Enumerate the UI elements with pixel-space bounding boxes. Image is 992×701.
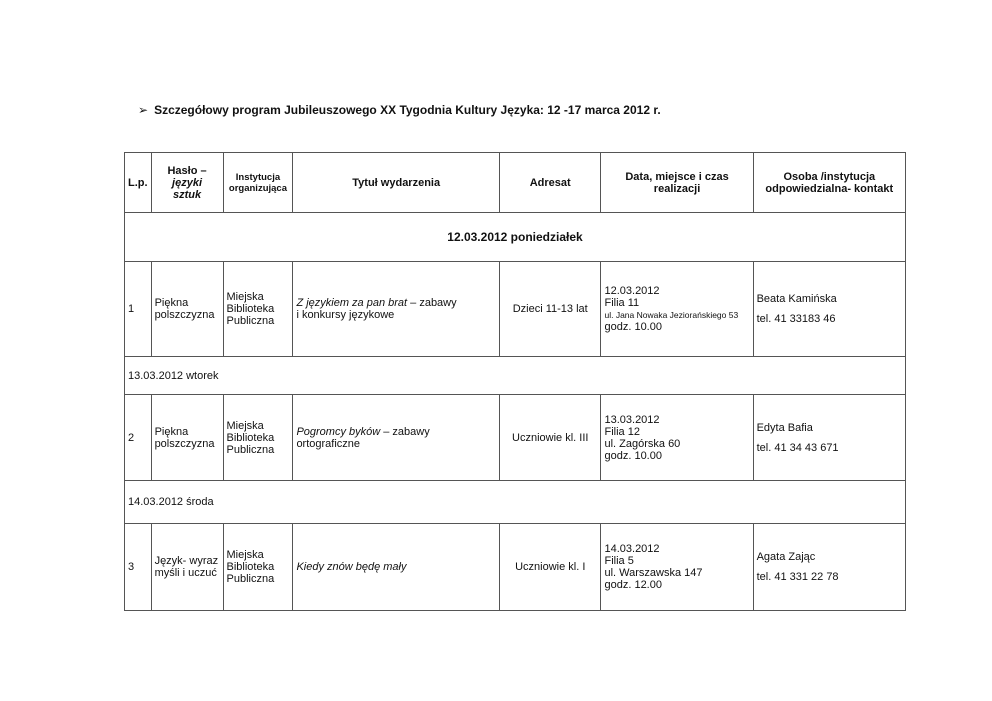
event-haslo: Piękna polszczyzna [150,261,224,357]
header-adresat: Adresat [498,152,602,213]
event-row: 3 Język- wyraz myśli i uczuć Miejska Bibl… [124,523,907,611]
event-data: 14.03.2012 Filia 5 ul. Warszawska 147 godz.… [600,523,754,611]
header-lp: L.p. [124,152,152,213]
header-haslo: Hasło – języki sztuk [150,152,224,213]
event-adresat: Uczniowie kl. III [498,394,602,481]
header-tytul: Tytuł wydarzenia [292,152,500,213]
header-osoba: Osoba /instytucja odpowiedzialna- kontak… [752,152,907,213]
day-label: 14.03.2012 środa [124,480,906,524]
day-row: 13.03.2012 wtorek [124,356,906,395]
day-row: 14.03.2012 środa [124,480,906,524]
document-title: ➢ Szczegółowy program Jubileuszowego XX T… [138,103,661,117]
event-title: Z językiem za pan brat – zabawy i konkur… [292,261,500,357]
event-lp: 1 [124,261,152,357]
event-title: Kiedy znów będę mały [292,523,500,611]
event-row: 1 Piękna polszczyzna Miejska Biblioteka Pu… [124,261,907,357]
event-adresat: Dzieci 11-13 lat [498,261,602,357]
header-data: Data, miejsce i czas realizacji [600,152,754,213]
program-table: L.p. Hasło – języki sztuk Instytucja organ… [124,152,907,611]
event-instytucja: Miejska Biblioteka Publiczna [222,261,294,357]
arrow-bullet-icon: ➢ [138,103,149,117]
event-contact: Agata Zając tel. 41 331 22 78 [752,523,907,611]
event-haslo: Język- wyraz myśli i uczuć [150,523,224,611]
event-lp: 3 [124,523,152,611]
day-label: 12.03.2012 poniedziałek [124,212,906,262]
title-text: Szczegółowy program Jubileuszowego XX Ty… [154,103,661,117]
event-title: Pogromcy byków – zabawy ortograficzne [292,394,500,481]
event-data: 13.03.2012 Filia 12 ul. Zagórska 60 godz. 1… [600,394,754,481]
event-instytucja: Miejska Biblioteka Publiczna [222,523,294,611]
event-row: 2 Piękna polszczyzna Miejska Biblioteka Pu… [124,394,907,481]
event-data: 12.03.2012 Filia 11 ul. Jana Nowaka Jezior… [600,261,754,357]
event-adresat: Uczniowie kl. I [498,523,602,611]
event-contact: Beata Kamińska tel. 41 33183 46 [752,261,907,357]
day-row: 12.03.2012 poniedziałek [124,212,906,262]
event-haslo: Piękna polszczyzna [150,394,224,481]
event-contact: Edyta Bafia tel. 41 34 43 671 [752,394,907,481]
event-lp: 2 [124,394,152,481]
header-row: L.p. Hasło – języki sztuk Instytucja organ… [124,152,907,213]
day-label: 13.03.2012 wtorek [124,356,906,395]
event-instytucja: Miejska Biblioteka Publiczna [222,394,294,481]
header-instytucja: Instytucja organizująca [222,152,294,213]
